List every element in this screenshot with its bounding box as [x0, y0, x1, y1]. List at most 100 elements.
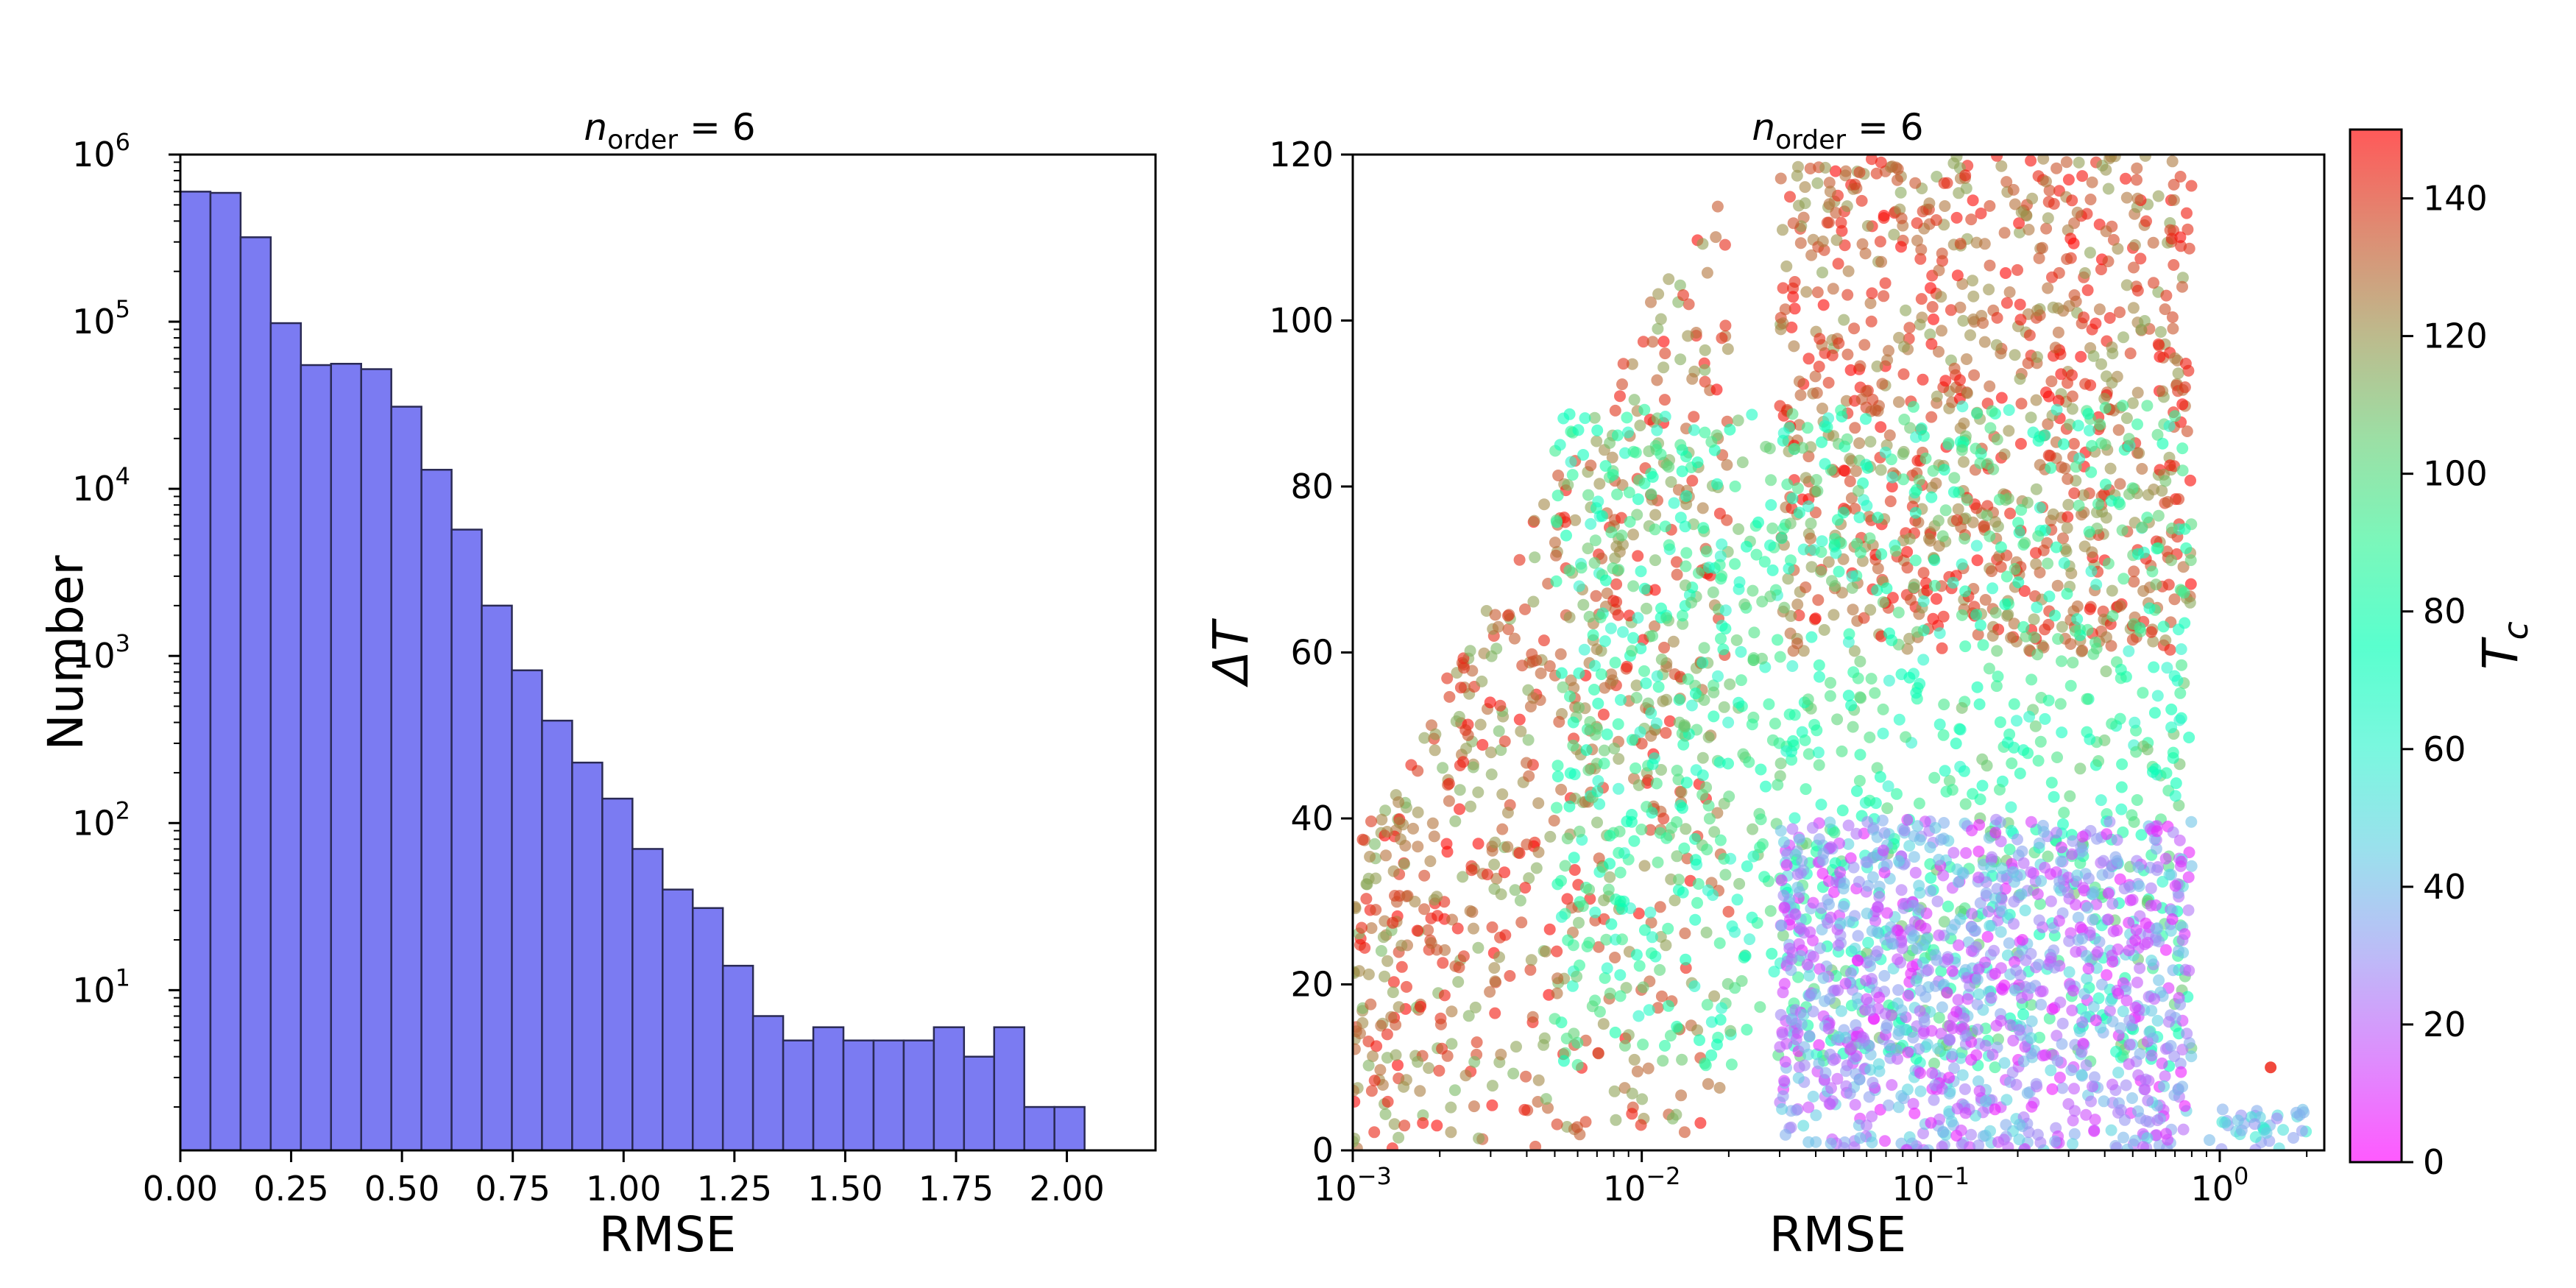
scatter-point [2160, 289, 2173, 302]
scatter-point [1589, 729, 1602, 741]
scatter-point [1395, 833, 1406, 846]
scatter-point [1365, 1085, 1378, 1097]
scatter-point [1815, 546, 1827, 558]
scatter-point [1799, 734, 1811, 746]
scatter-point [1630, 762, 1642, 774]
scatter-point [1635, 737, 1648, 750]
scatter-point [1985, 861, 1998, 874]
scatter-point [1972, 1023, 1984, 1036]
scatter-point [2232, 1114, 2244, 1127]
scatter-point [2131, 794, 2143, 806]
scatter-point [1739, 949, 1752, 962]
scatter-point [2115, 672, 2127, 684]
scatter-point [1864, 1004, 1876, 1016]
scatter-point [1795, 1018, 1808, 1030]
scatter-point [1696, 657, 1709, 669]
scatter-point [2030, 547, 2042, 559]
scatter-point [1784, 191, 1796, 203]
scatter-point [1579, 412, 1591, 425]
scatter-point [1752, 516, 1764, 528]
hist-bar [390, 406, 422, 1152]
scatter-point [1861, 907, 1873, 920]
scatter-point [1859, 247, 1872, 260]
scatter-point [1635, 824, 1648, 835]
scatter-point [1804, 926, 1816, 938]
scatter-point [2182, 991, 2194, 1003]
scatter-point [1516, 659, 1529, 672]
scatter-point [1861, 220, 1874, 232]
scatter-point [2181, 1027, 2193, 1040]
scatter-point [1819, 458, 1831, 470]
scatter-point [1393, 796, 1405, 808]
scatter-point [1765, 499, 1777, 512]
scatter-point [2145, 626, 2157, 638]
scatter-point [1691, 1024, 1704, 1036]
scatter-point [2183, 1037, 2195, 1050]
scatter-point [1816, 535, 1828, 548]
scatter-point [1986, 582, 1999, 595]
scatter-point [2076, 933, 2089, 945]
scatter-point [1414, 1085, 1426, 1097]
scatter-point [1815, 799, 1827, 811]
scatter-point [1829, 165, 1841, 177]
scatter-point [1971, 554, 1984, 567]
scatter-point [1947, 486, 1960, 498]
scatter-point [1660, 939, 1672, 952]
scatter-point [1604, 871, 1616, 883]
scatter-point [1838, 1142, 1850, 1150]
scatter-point [1858, 612, 1870, 624]
scatter-point [1651, 424, 1663, 436]
scatter-point [2185, 860, 2198, 872]
scatter-point [2080, 1108, 2092, 1121]
scatter-point [1858, 339, 1871, 351]
scatter-point [1901, 643, 1914, 655]
scatter-point [1974, 457, 1986, 470]
scatter-point [1462, 1010, 1475, 1022]
scatter-point [2183, 846, 2195, 859]
scatter-point [1950, 514, 1963, 526]
scatter-point [2150, 578, 2162, 591]
scatter-point [1798, 1059, 1811, 1072]
scatter-point [1353, 901, 1362, 913]
scatter-point [2003, 286, 2016, 298]
scatter-point [1910, 687, 1922, 699]
scatter-point [1847, 861, 1860, 874]
scatter-point [1702, 731, 1715, 743]
scatter-point [1544, 830, 1557, 843]
scatter-point [1393, 816, 1406, 829]
scatter-point [1857, 1031, 1869, 1044]
scatter-point [1995, 541, 2007, 553]
scatter-point [2000, 176, 2013, 188]
scatter-point [1853, 774, 1866, 787]
scatter-point [2114, 306, 2126, 319]
scatter-point [2078, 311, 2090, 324]
hist-bar [933, 1026, 966, 1152]
scatter-point [1607, 562, 1619, 575]
scatter-point [1793, 375, 1805, 388]
scatter-point [2074, 1025, 2087, 1038]
scatter-point [2013, 526, 2025, 539]
scatter-point [2249, 1130, 2262, 1143]
scatter-point [1632, 493, 1644, 506]
scatter-point [1593, 478, 1606, 490]
scatter-point [1613, 782, 1624, 795]
scatter-point [1772, 779, 1784, 791]
scatter-point [1473, 1132, 1485, 1144]
scatter-point [1861, 1119, 1873, 1132]
scatter-point [1950, 737, 1962, 750]
scatter-point [1521, 757, 1532, 769]
scatter-point [1893, 854, 1905, 867]
scatter-point [1871, 926, 1883, 938]
scatter-point [1995, 561, 2007, 573]
scatter-point [1360, 893, 1373, 905]
scatter-point [1926, 301, 1939, 313]
scatter-point [1688, 424, 1700, 436]
scatter-point [1786, 408, 1799, 420]
scatter-point [1599, 682, 1611, 694]
scatter-point [2102, 557, 2115, 570]
scatter-point [1701, 999, 1713, 1011]
scatter-point [2049, 609, 2061, 622]
scatter-point [1764, 539, 1776, 551]
scatter-point [1746, 718, 1758, 731]
scatter-point [1584, 893, 1596, 905]
